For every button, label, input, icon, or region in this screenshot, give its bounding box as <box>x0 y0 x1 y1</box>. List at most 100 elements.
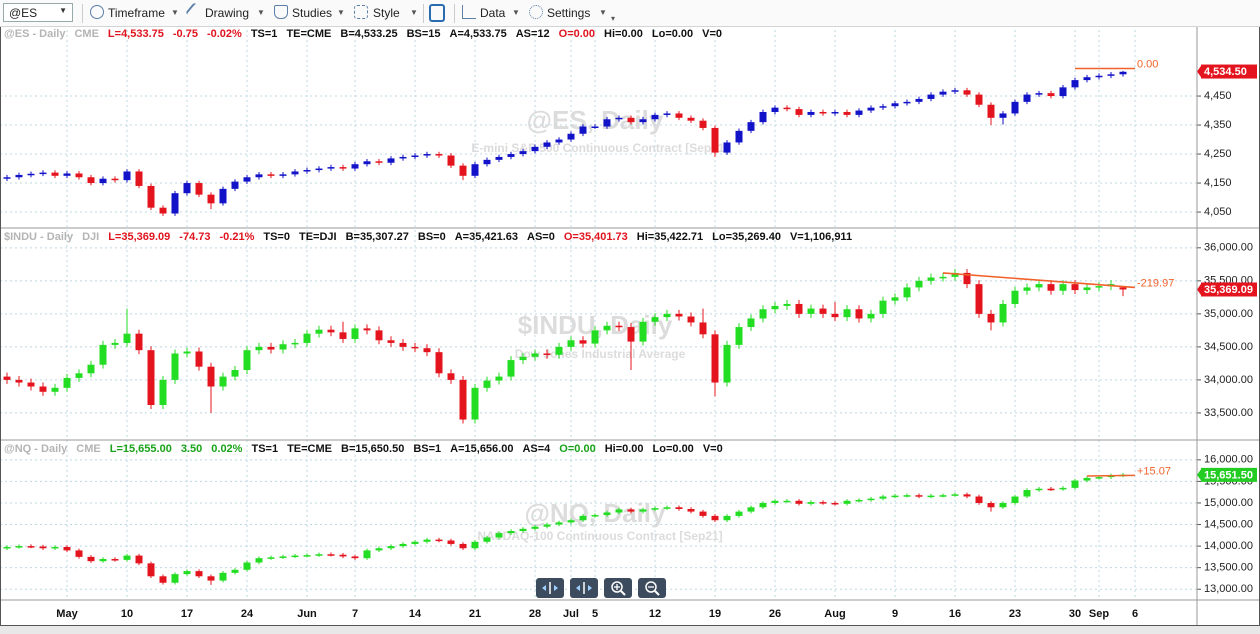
candle-body <box>27 382 35 387</box>
candle-body <box>375 161 383 163</box>
info-item: Lo=0.00 <box>651 28 694 40</box>
candle-body <box>75 173 83 178</box>
info-item: Hi=35,422.71 <box>636 231 704 243</box>
candle-body <box>243 562 251 570</box>
caret: ▼ <box>599 8 607 17</box>
candle-body <box>15 546 23 548</box>
candle-body <box>987 502 995 508</box>
x-tick-label: Jun <box>297 608 317 620</box>
y-tick-label: 4,050 <box>1204 206 1232 218</box>
candle-body <box>819 112 827 114</box>
zoom-button[interactable] <box>638 578 666 598</box>
y-tick-label: 14,500.00 <box>1204 518 1253 530</box>
candle-body <box>63 173 71 176</box>
candle-body <box>39 386 47 392</box>
candle-body <box>171 574 179 583</box>
info-item: Hi=0.00 <box>604 443 644 455</box>
candle-body <box>771 500 779 503</box>
info-item: V=0 <box>702 443 723 455</box>
candle-body <box>915 280 923 288</box>
timeframe-icon <box>90 5 104 19</box>
data-icon <box>462 5 476 19</box>
info-item: CME <box>74 28 99 40</box>
button-icon <box>620 590 626 596</box>
candle-body <box>879 300 887 314</box>
candle-body <box>531 526 539 529</box>
candle-body <box>1059 284 1067 291</box>
candle-body <box>411 346 419 349</box>
menu-item[interactable]: Drawing <box>205 6 250 20</box>
candle-body <box>795 303 803 314</box>
candle-body <box>123 333 131 343</box>
x-tick-label: 16 <box>949 608 961 620</box>
zoom-button[interactable] <box>536 578 564 598</box>
candle-body <box>375 548 383 551</box>
candle-body <box>423 348 431 353</box>
candle-body <box>567 520 575 523</box>
candle-body <box>903 287 911 298</box>
candle-body <box>291 342 299 345</box>
candle-body <box>555 139 563 143</box>
candle-body <box>291 171 299 175</box>
candle-body <box>63 546 71 551</box>
candle-body <box>543 353 551 355</box>
candle-body <box>459 543 467 549</box>
candle-body <box>735 327 743 345</box>
candle-body <box>555 346 563 355</box>
last-price-pointer <box>1197 64 1202 79</box>
info-item: A=4,533.75 <box>449 28 507 40</box>
candle-body <box>435 539 443 542</box>
menu-item[interactable]: Settings <box>547 6 591 20</box>
candle-body <box>267 174 275 176</box>
last-price-tag <box>1201 64 1257 79</box>
candle-body <box>999 303 1007 323</box>
candle-body <box>87 364 95 374</box>
y-tick-label: 4,150 <box>1204 177 1232 189</box>
candle-body <box>303 333 311 343</box>
candle-body <box>135 171 143 186</box>
candle-body <box>939 91 947 95</box>
menu-item[interactable]: Style <box>373 6 400 20</box>
candle-body <box>255 346 263 351</box>
candle-body <box>1095 75 1103 78</box>
watermark: @NQ, Daily <box>525 498 666 528</box>
candle-body <box>891 495 899 498</box>
candle-body <box>771 107 779 112</box>
zoom-button[interactable] <box>604 578 632 598</box>
toolbar: @ES ▼ Timeframe ▼ Drawing ▼ Studies ▼ Style ▼… <box>0 0 1260 27</box>
symbol-info: $INDU - Daily DJI L=35,369.09 -74.73 -0.21% T… <box>4 231 861 243</box>
candle-body <box>183 183 191 194</box>
x-tick-label: 10 <box>121 608 133 620</box>
y-tick-label: 36,000.00 <box>1204 242 1253 254</box>
candle-body <box>831 502 839 505</box>
layout-icon[interactable] <box>429 4 445 22</box>
x-tick-label: Jul <box>563 608 579 620</box>
candle-body <box>471 164 479 176</box>
dropdown-arrow: ▼ <box>59 6 67 15</box>
zoom-button[interactable] <box>570 578 598 598</box>
button-icon <box>611 581 623 593</box>
candle-body <box>999 502 1007 508</box>
candle-body <box>219 188 227 204</box>
candle-body <box>147 185 155 208</box>
candle-body <box>927 277 935 281</box>
candle-body <box>843 112 851 115</box>
candle-body <box>1083 477 1091 481</box>
candle-body <box>171 353 179 380</box>
caret: ▼ <box>512 8 520 17</box>
symbol-box[interactable]: @ES ▼ <box>3 3 73 22</box>
candle-body <box>711 127 719 153</box>
info-item: -0.02% <box>206 28 242 40</box>
candle-body <box>15 174 23 178</box>
menu-item[interactable]: Studies <box>292 6 333 20</box>
candle-body <box>267 346 275 350</box>
candle-body <box>759 309 767 319</box>
candle-body <box>675 113 683 118</box>
candle-body <box>819 308 827 314</box>
candle-body <box>243 177 251 182</box>
y-tick-label: 14,000.00 <box>1204 540 1253 552</box>
candle-body <box>735 511 743 516</box>
menu-item[interactable]: Timeframe <box>108 6 165 20</box>
menu-item[interactable]: Data <box>480 6 506 20</box>
info-item: TS=1 <box>250 28 278 40</box>
